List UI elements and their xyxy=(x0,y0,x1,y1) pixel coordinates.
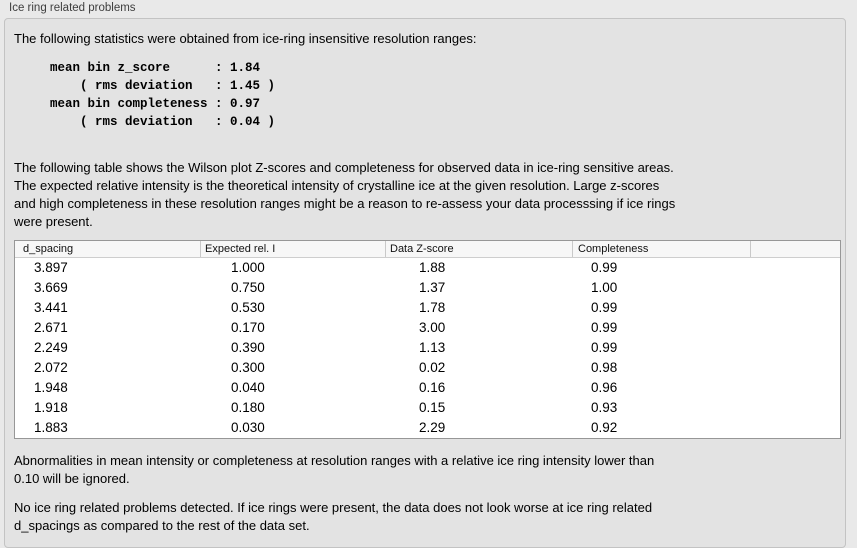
conclusion-text: No ice ring related problems detected. I… xyxy=(14,500,653,533)
table-row[interactable]: 3.897 1.000 1.88 0.99 xyxy=(15,258,840,278)
stats-intro-text: The following statistics were obtained f… xyxy=(14,31,477,46)
table-header-completeness[interactable]: Completeness xyxy=(572,241,750,257)
table-cell: 1.918 xyxy=(34,400,68,415)
table-cell: 0.93 xyxy=(591,400,618,415)
table-row[interactable]: 2.249 0.390 1.13 0.99 xyxy=(15,338,840,358)
table-cell: 0.98 xyxy=(591,360,618,375)
table-cell: 3.669 xyxy=(34,280,68,295)
table-cell: 0.02 xyxy=(419,360,446,375)
table-cell: 2.249 xyxy=(34,340,68,355)
table-cell: 1.37 xyxy=(419,280,446,295)
table-row[interactable]: 1.883 0.030 2.29 0.92 xyxy=(15,418,840,438)
table-cell: 1.00 xyxy=(591,280,618,295)
table-header-row: d_spacing Expected rel. I Data Z-score C… xyxy=(15,241,840,258)
table-cell: 1.88 xyxy=(419,260,446,275)
table-cell: 3.897 xyxy=(34,260,68,275)
table-cell: 3.441 xyxy=(34,300,68,315)
table-cell: 2.29 xyxy=(419,420,446,435)
table-cell: 0.300 xyxy=(231,360,265,375)
table-row[interactable]: 1.948 0.040 0.16 0.96 xyxy=(15,378,840,398)
stats-summary-block: mean bin z_score : 1.84 ( rms deviation … xyxy=(50,61,276,129)
table-cell xyxy=(750,338,840,358)
table-row[interactable]: 2.072 0.300 0.02 0.98 xyxy=(15,358,840,378)
table-cell: 0.99 xyxy=(591,260,618,275)
table-row[interactable]: 3.441 0.530 1.78 0.99 xyxy=(15,298,840,318)
table-cell: 0.750 xyxy=(231,280,265,295)
table-cell: 0.390 xyxy=(231,340,265,355)
table-cell: 0.15 xyxy=(419,400,446,415)
table-cell: 1.000 xyxy=(231,260,265,275)
table-header-d-spacing[interactable]: d_spacing xyxy=(23,243,74,255)
table-row[interactable]: 3.669 0.750 1.37 1.00 xyxy=(15,278,840,298)
table-cell: 1.78 xyxy=(419,300,446,315)
table-cell: 0.030 xyxy=(231,420,265,435)
table-cell: 0.040 xyxy=(231,380,265,395)
table-cell: 0.99 xyxy=(591,320,618,335)
table-cell xyxy=(750,398,840,418)
table-body: 3.897 1.000 1.88 0.99 3.669 0.750 1.37 1.00 3.44… xyxy=(15,258,840,438)
table-cell: 0.92 xyxy=(591,420,618,435)
table-header-data-z-score[interactable]: Data Z-score xyxy=(385,241,572,257)
table-cell xyxy=(750,318,840,338)
table-cell xyxy=(750,418,840,438)
table-cell: 2.072 xyxy=(34,360,68,375)
table-cell xyxy=(750,298,840,318)
abnormalities-note-text: Abnormalities in mean intensity or compl… xyxy=(14,453,655,486)
ice-ring-panel: The following statistics were obtained f… xyxy=(4,18,846,548)
ice-ring-table[interactable]: d_spacing Expected rel. I Data Z-score C… xyxy=(14,240,841,439)
table-cell xyxy=(750,358,840,378)
table-cell: 0.99 xyxy=(591,340,618,355)
table-cell: 2.671 xyxy=(34,320,68,335)
table-cell: 0.530 xyxy=(231,300,265,315)
table-cell: 1.948 xyxy=(34,380,68,395)
table-cell: 1.883 xyxy=(34,420,68,435)
table-cell xyxy=(750,278,840,298)
table-cell: 0.180 xyxy=(231,400,265,415)
table-header-expected-rel-i[interactable]: Expected rel. I xyxy=(200,241,385,257)
table-cell: 0.96 xyxy=(591,380,618,395)
table-cell xyxy=(750,378,840,398)
table-cell: 0.170 xyxy=(231,320,265,335)
table-cell xyxy=(750,258,840,278)
table-cell: 1.13 xyxy=(419,340,446,355)
table-cell: 0.99 xyxy=(591,300,618,315)
table-header-spacer xyxy=(750,241,840,257)
table-cell: 3.00 xyxy=(419,320,446,335)
table-description-text: The following table shows the Wilson plo… xyxy=(14,160,676,229)
panel-title: Ice ring related problems xyxy=(9,2,136,14)
table-row[interactable]: 2.671 0.170 3.00 0.99 xyxy=(15,318,840,338)
table-row[interactable]: 1.918 0.180 0.15 0.93 xyxy=(15,398,840,418)
table-cell: 0.16 xyxy=(419,380,446,395)
